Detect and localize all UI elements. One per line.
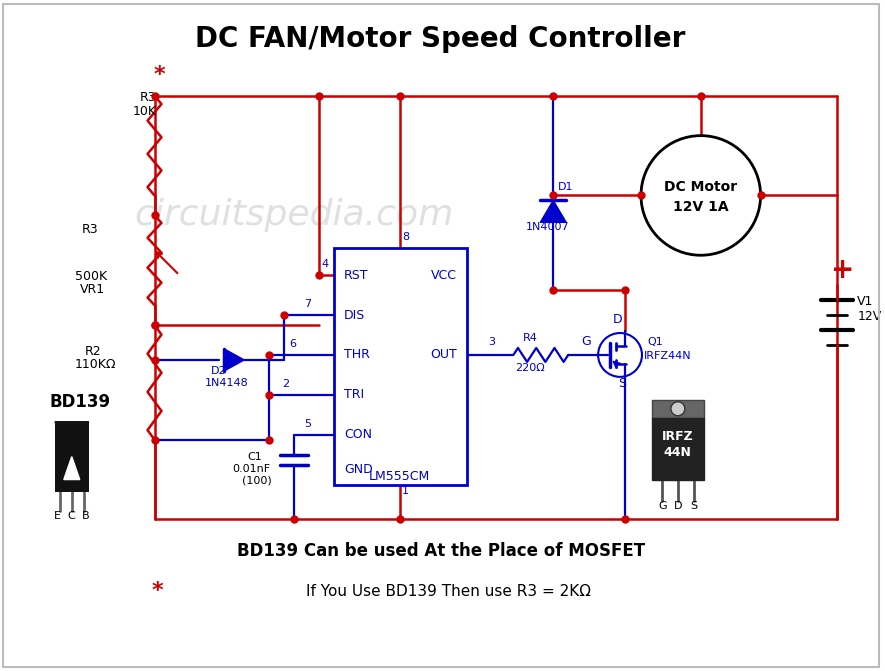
Text: 2: 2 — [282, 379, 289, 389]
Circle shape — [671, 402, 685, 416]
Text: 1N4148: 1N4148 — [204, 378, 248, 388]
Text: C1: C1 — [247, 452, 262, 462]
Text: VR1: VR1 — [80, 283, 105, 296]
Circle shape — [641, 136, 760, 255]
Text: IRFZ44N: IRFZ44N — [644, 351, 691, 361]
Text: D2: D2 — [212, 366, 227, 376]
Text: DIS: DIS — [344, 309, 366, 321]
Polygon shape — [64, 457, 80, 480]
Text: 6: 6 — [289, 339, 296, 349]
Text: 500K: 500K — [74, 270, 107, 283]
Text: D1: D1 — [558, 183, 573, 193]
Text: G: G — [581, 335, 591, 348]
Text: S: S — [689, 501, 697, 511]
Text: R2: R2 — [85, 345, 102, 358]
Text: VCC: VCC — [431, 268, 457, 282]
Text: THR: THR — [344, 348, 370, 362]
Text: OUT: OUT — [430, 348, 457, 362]
Text: DC Motor: DC Motor — [665, 180, 737, 195]
Text: LM555CM: LM555CM — [369, 470, 430, 482]
Text: +: + — [831, 256, 854, 285]
Polygon shape — [224, 349, 244, 371]
Text: 7: 7 — [304, 299, 312, 309]
Text: R4: R4 — [523, 333, 538, 343]
Text: (100): (100) — [242, 476, 272, 486]
Text: 12V 1A: 12V 1A — [673, 201, 728, 215]
Text: 0.01nF: 0.01nF — [232, 464, 271, 474]
Polygon shape — [541, 201, 566, 222]
Text: 5: 5 — [304, 419, 311, 429]
Text: R3: R3 — [81, 223, 98, 236]
Text: BD139: BD139 — [50, 393, 111, 411]
Text: Q1: Q1 — [647, 337, 663, 347]
Text: D: D — [673, 501, 682, 511]
Text: D: D — [613, 313, 623, 326]
Text: 8: 8 — [403, 232, 410, 242]
Text: DC FAN/Motor Speed Controller: DC FAN/Motor Speed Controller — [196, 25, 686, 53]
Text: 3: 3 — [489, 337, 496, 347]
Circle shape — [598, 333, 642, 377]
Text: G: G — [658, 501, 666, 511]
Text: *: * — [151, 581, 164, 601]
Text: 4: 4 — [321, 259, 328, 269]
Polygon shape — [55, 422, 88, 447]
Bar — [334, 248, 466, 484]
Text: 44N: 44N — [664, 446, 692, 458]
Text: 12V: 12V — [858, 310, 881, 323]
Text: B: B — [81, 511, 89, 521]
Text: S: S — [618, 377, 626, 390]
Bar — [652, 400, 704, 418]
Text: RST: RST — [344, 268, 368, 282]
Text: *: * — [154, 65, 165, 85]
Text: V1: V1 — [858, 295, 873, 308]
Text: circuitspedia.com: circuitspedia.com — [135, 199, 454, 232]
Text: CON: CON — [344, 428, 372, 442]
Text: 1: 1 — [402, 486, 409, 497]
Text: E: E — [54, 511, 61, 521]
Text: If You Use BD139 Then use R3 = 2KΩ: If You Use BD139 Then use R3 = 2KΩ — [306, 584, 591, 599]
Text: 220Ω: 220Ω — [515, 363, 545, 373]
Text: C: C — [68, 511, 75, 521]
Bar — [652, 418, 704, 480]
Text: R3: R3 — [140, 91, 156, 104]
Text: 110KΩ: 110KΩ — [74, 358, 116, 371]
Text: 10K: 10K — [133, 105, 157, 117]
Text: IRFZ: IRFZ — [662, 429, 694, 443]
Text: BD139 Can be used At the Place of MOSFET: BD139 Can be used At the Place of MOSFET — [236, 542, 644, 560]
Text: GND: GND — [344, 463, 373, 476]
Text: TRI: TRI — [344, 389, 364, 401]
Bar — [55, 422, 88, 491]
Text: 1N4007: 1N4007 — [526, 222, 569, 232]
